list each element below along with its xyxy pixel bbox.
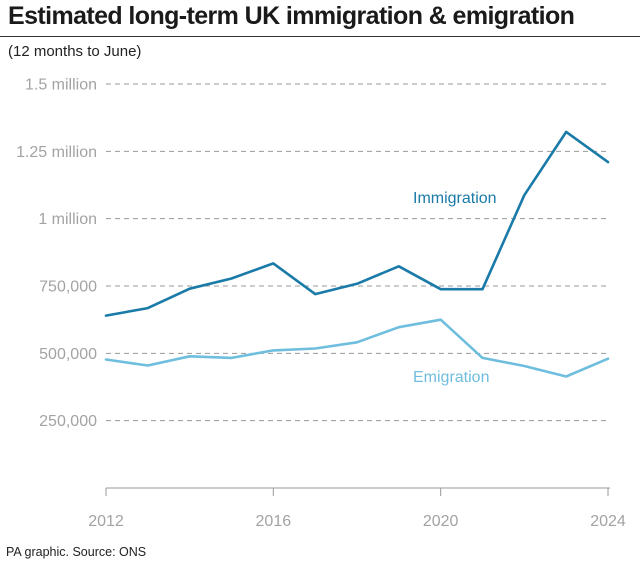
chart-subtitle: (12 months to June) (8, 43, 142, 60)
x-axis: 2012 2016 2020 2024 (88, 487, 626, 530)
gridlines (106, 83, 610, 422)
y-tick-label: 500,000 (39, 346, 97, 363)
x-tick-label: 2016 (256, 513, 292, 530)
series-line-immigration (104, 130, 610, 317)
title-rule (0, 36, 640, 37)
series-lines (104, 130, 610, 378)
series-line-emigration (104, 318, 610, 378)
y-tick-label: 1 million (38, 211, 97, 228)
x-tick-label: 2024 (590, 513, 626, 530)
y-tick-label: 1.25 million (16, 144, 97, 161)
series-labels: Immigration Emigration (413, 190, 497, 386)
x-tick-label: 2020 (423, 513, 459, 530)
y-tick-label: 1.5 million (25, 77, 97, 94)
y-axis-ticks: 250,000 500,000 750,000 1 million 1.25 milli… (16, 77, 97, 431)
source-footer: PA graphic. Source: ONS (6, 545, 147, 559)
series-label-immigration: Immigration (413, 190, 497, 207)
x-tick-label: 2012 (88, 513, 124, 530)
y-tick-label: 750,000 (39, 279, 97, 296)
y-tick-label: 250,000 (39, 413, 97, 430)
chart-title: Estimated long-term UK immigration & emi… (8, 2, 575, 30)
series-label-emigration: Emigration (413, 369, 489, 386)
